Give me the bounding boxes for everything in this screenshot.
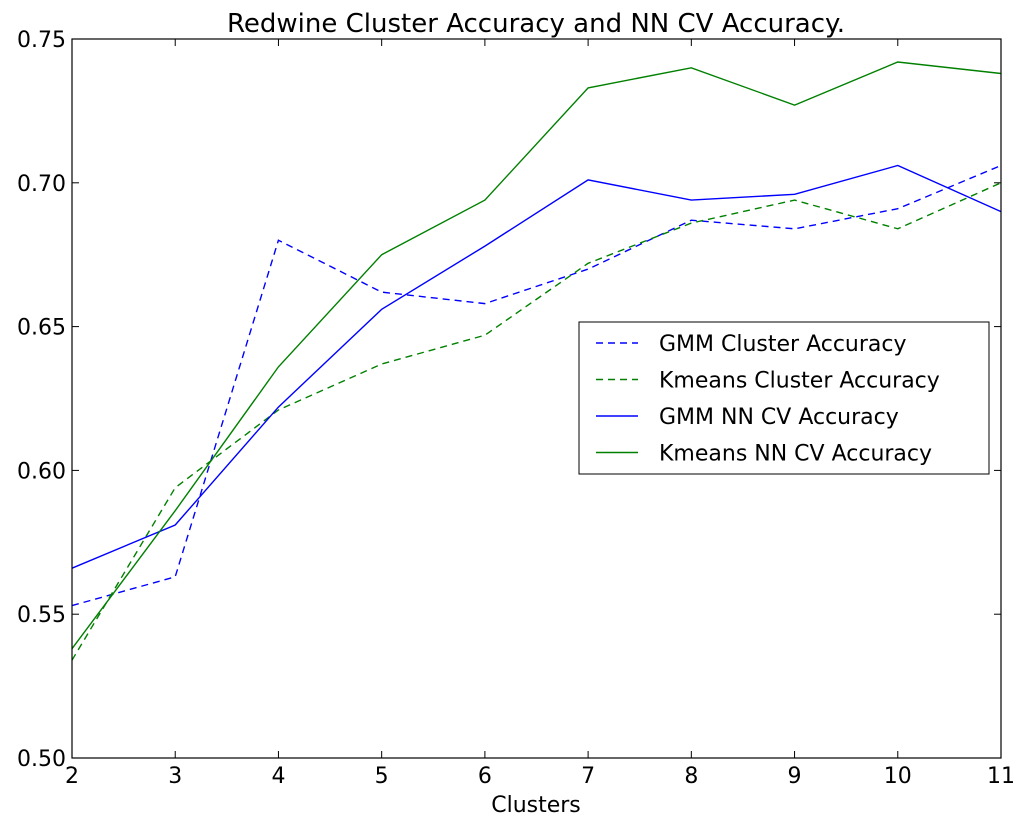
y-tick-label: 0.70 — [17, 172, 66, 197]
legend-label: Kmeans Cluster Accuracy — [659, 369, 940, 394]
x-tick-label: 6 — [478, 764, 492, 789]
legend-label: GMM Cluster Accuracy — [659, 332, 907, 357]
series-line-1 — [71, 164, 1002, 607]
x-tick-label: 11 — [987, 764, 1015, 789]
y-axis: 0.50 0.55 0.60 0.65 0.70 0.75 — [17, 28, 1001, 772]
series-line-2 — [71, 182, 1002, 661]
series-line-4 — [71, 61, 1002, 650]
legend-box — [578, 321, 990, 475]
x-axis: 2 3 4 5 6 7 8 9 10 11 — [65, 39, 1015, 789]
x-tick-label: 10 — [884, 764, 912, 789]
y-tick-label: 0.55 — [17, 603, 66, 628]
y-tick-label: 0.50 — [17, 747, 66, 772]
series-line-3 — [71, 164, 1002, 569]
plot-frame — [71, 38, 1002, 759]
legend-label: GMM NN CV Accuracy — [659, 405, 899, 430]
series-layer — [71, 61, 1002, 661]
x-tick-label: 7 — [581, 764, 595, 789]
x-tick-label: 8 — [684, 764, 698, 789]
x-axis-label: Clusters — [491, 793, 581, 818]
legend-label: Kmeans NN CV Accuracy — [659, 442, 932, 467]
chart-title: Redwine Cluster Accuracy and NN CV Accur… — [227, 9, 845, 39]
y-tick-label: 0.75 — [17, 28, 66, 53]
x-tick-label: 3 — [168, 764, 182, 789]
x-tick-label: 9 — [788, 764, 802, 789]
legend: GMM Cluster Accuracy Kmeans Cluster Accur… — [578, 321, 990, 475]
y-tick-label: 0.65 — [17, 316, 66, 341]
x-tick-label: 2 — [65, 764, 79, 789]
y-tick-label: 0.60 — [17, 459, 66, 484]
x-tick-label: 5 — [375, 764, 389, 789]
x-tick-label: 4 — [271, 764, 285, 789]
